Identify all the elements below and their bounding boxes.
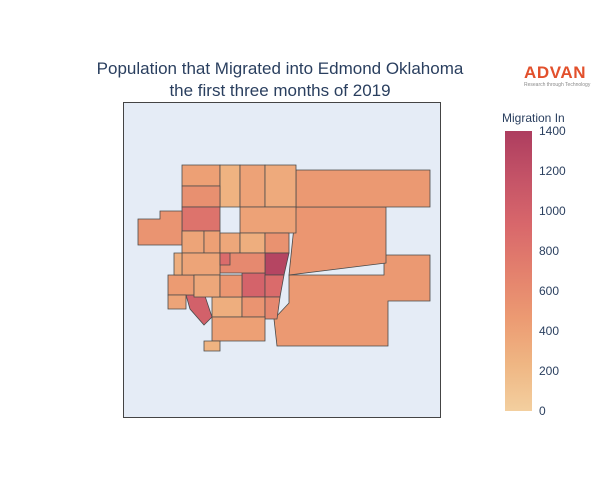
- region-north-col-d[interactable]: [264, 164, 297, 208]
- region-north-col-e[interactable]: [239, 206, 297, 234]
- colorbar-tick: 1400: [539, 124, 566, 138]
- region-mid-5[interactable]: [264, 232, 290, 254]
- region-small-1[interactable]: [173, 252, 183, 276]
- region-north-col-a[interactable]: [181, 164, 221, 187]
- region-small-red[interactable]: [219, 252, 231, 266]
- region-nw-red[interactable]: [181, 206, 221, 232]
- region-small-4[interactable]: [203, 340, 221, 352]
- title-line-1: Population that Migrated into Edmond Okl…: [96, 59, 464, 78]
- map-frame[interactable]: [123, 102, 441, 418]
- logo-tagline: Research through Technology: [524, 82, 591, 88]
- region-large-east-north[interactable]: [288, 206, 387, 276]
- title-line-2: the first three months of 2019: [169, 81, 391, 100]
- region-center-dark[interactable]: [264, 252, 290, 276]
- colorbar-tick: 1200: [539, 164, 566, 178]
- colorbar-tick: 600: [539, 284, 560, 298]
- colorbar-tick: 800: [539, 244, 560, 258]
- region-north-col-b[interactable]: [219, 164, 241, 208]
- region-mid-1[interactable]: [181, 230, 205, 254]
- region-sw-3[interactable]: [211, 296, 243, 318]
- region-sw-1[interactable]: [167, 274, 195, 296]
- region-sw-2[interactable]: [181, 252, 221, 276]
- region-north-col-c[interactable]: [239, 164, 266, 208]
- colorbar-tick: 400: [539, 324, 560, 338]
- region-south-2[interactable]: [211, 316, 266, 342]
- advan-logo: ADVAN Research through Technology: [524, 63, 594, 89]
- region-small-3[interactable]: [167, 294, 187, 310]
- map-title: Population that Migrated into Edmond Okl…: [40, 58, 520, 102]
- region-sw-red[interactable]: [185, 292, 213, 326]
- region-sw-4[interactable]: [241, 296, 266, 318]
- choropleth-map[interactable]: [124, 103, 440, 417]
- region-center-red2[interactable]: [264, 274, 285, 298]
- region-south-1[interactable]: [264, 296, 281, 320]
- logo-word: ADVAN: [524, 63, 587, 82]
- region-small-2[interactable]: [219, 274, 243, 298]
- colorbar-tick: 1000: [539, 204, 566, 218]
- region-west-strip[interactable]: [137, 210, 183, 246]
- region-mid-2[interactable]: [203, 230, 221, 254]
- colorbar-gradient: [505, 131, 532, 411]
- colorbar-title: Migration In: [502, 111, 565, 125]
- region-south-3[interactable]: [193, 274, 221, 298]
- region-center-red[interactable]: [241, 272, 266, 298]
- region-nw-top[interactable]: [181, 185, 221, 208]
- colorbar-tick: 200: [539, 364, 560, 378]
- colorbar-tick: 0: [539, 404, 546, 418]
- region-northeast-strip[interactable]: [295, 169, 431, 208]
- region-mid-4[interactable]: [239, 232, 266, 254]
- region-mid-3[interactable]: [219, 232, 241, 254]
